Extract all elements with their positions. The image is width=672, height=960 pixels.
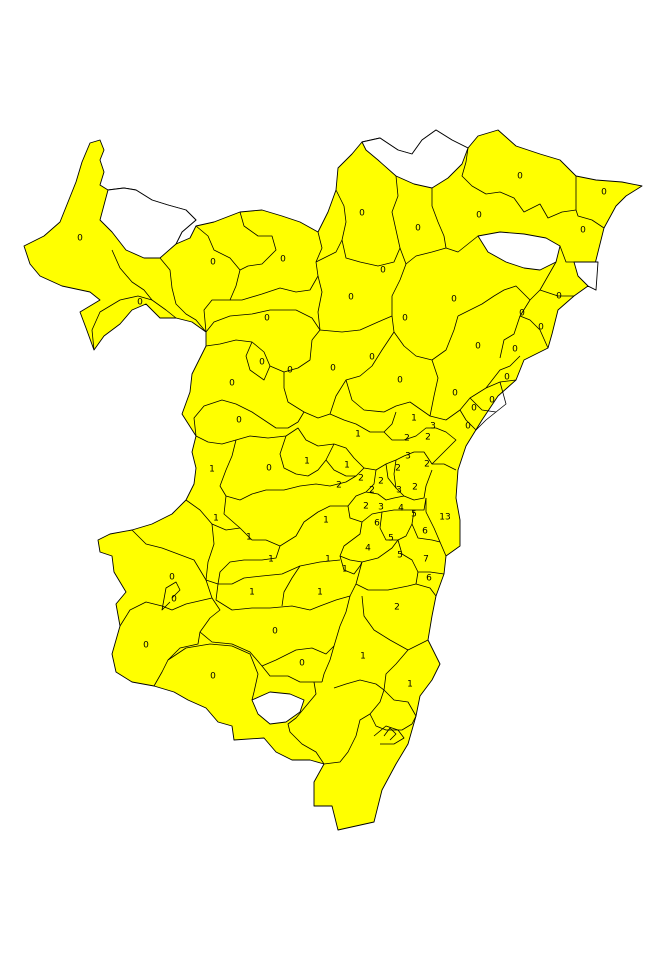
region-value-label: 0 [259, 358, 265, 368]
region-value-label: 0 [538, 323, 544, 333]
region-value-label: 1 [304, 457, 310, 467]
region-value-label: 3 [396, 486, 402, 496]
region-value-label: 2 [363, 502, 369, 512]
region-value-label: 0 [471, 404, 477, 414]
region-value-label: 0 [476, 211, 482, 221]
region-value-label: 2 [424, 460, 430, 470]
region-value-label: 1 [360, 652, 366, 662]
region-value-label: 0 [272, 627, 278, 637]
region-value-label: 0 [402, 314, 408, 324]
region-value-label: 0 [489, 396, 495, 406]
region-value-label: 3 [405, 452, 411, 462]
region-value-label: 3 [430, 422, 436, 432]
region-value-label: 0 [451, 295, 457, 305]
region-value-label: 1 [213, 514, 219, 524]
region-value-label: 0 [137, 298, 143, 308]
region-value-label: 0 [169, 573, 175, 583]
region-value-label: 1 [407, 680, 413, 690]
region-value-label: 0 [380, 266, 386, 276]
region-value-label: 0 [415, 224, 421, 234]
region-value-label: 1 [246, 533, 252, 543]
region-value-label: 2 [404, 434, 410, 444]
region-value-label: 0 [266, 464, 272, 474]
region-value-label: 0 [580, 226, 586, 236]
region-value-label: 0 [210, 672, 216, 682]
region-value-label: 1 [323, 516, 329, 526]
region-value-label: 0 [264, 314, 270, 324]
region-value-label: 0 [287, 366, 293, 376]
region-value-label: 0 [210, 258, 216, 268]
region-value-label: 5 [411, 510, 417, 520]
empty-region-south [251, 691, 305, 725]
region-value-label: 0 [299, 659, 305, 669]
region-value-label: 2 [358, 474, 364, 484]
region-value-label: 1 [342, 565, 348, 575]
region-value-label: 13 [439, 513, 450, 523]
region-value-label: 0 [465, 422, 471, 432]
region-value-label: 0 [77, 234, 83, 244]
region-value-label: 0 [397, 376, 403, 386]
empty-region-north [361, 129, 469, 189]
region-value-label: 0 [512, 345, 518, 355]
region-value-label: 0 [236, 416, 242, 426]
region-value-label: 3 [378, 503, 384, 513]
region-value-label: 5 [397, 551, 403, 561]
region-boundaries [91, 147, 605, 765]
region-value-label: 1 [209, 465, 215, 475]
region-value-label: 0 [229, 379, 235, 389]
empty-region-east-edge [573, 261, 599, 291]
region-value-label: 0 [601, 188, 607, 198]
region-value-label: 0 [475, 342, 481, 352]
region-value-label: 1 [411, 414, 417, 424]
region-value-label: 6 [422, 527, 428, 537]
region-value-label: 1 [325, 555, 331, 565]
region-value-label: 2 [369, 486, 375, 496]
region-value-label: 0 [556, 292, 562, 302]
region-value-label: 0 [280, 255, 286, 265]
region-value-label: 0 [359, 209, 365, 219]
region-value-label: 0 [452, 389, 458, 399]
region-value-label: 6 [374, 519, 380, 529]
region-value-label: 0 [348, 293, 354, 303]
region-value-label: 4 [398, 504, 404, 514]
region-value-label: 5 [388, 534, 394, 544]
region-value-label: 2 [395, 464, 401, 474]
region-value-label: 0 [330, 364, 336, 374]
region-value-label: 2 [336, 481, 342, 491]
region-value-label: 2 [425, 433, 431, 443]
empty-region-north-west [99, 187, 197, 259]
region-value-label: 6 [426, 574, 432, 584]
region-value-label: 1 [355, 430, 361, 440]
region-value-label: 0 [369, 353, 375, 363]
region-value-label: 1 [344, 461, 350, 471]
region-value-label: 1 [268, 555, 274, 565]
region-value-label: 2 [394, 603, 400, 613]
region-value-label: 0 [504, 373, 510, 383]
region-value-label: 1 [317, 588, 323, 598]
region-value-label: 0 [143, 641, 149, 651]
region-value-label: 0 [519, 309, 525, 319]
region-value-label: 0 [171, 595, 177, 605]
region-value-label: 4 [365, 544, 371, 554]
region-value-label: 7 [423, 555, 429, 565]
region-value-label: 2 [378, 477, 384, 487]
region-value-label: 1 [249, 588, 255, 598]
region-value-label: 0 [517, 172, 523, 182]
region-value-label: 2 [412, 483, 418, 493]
